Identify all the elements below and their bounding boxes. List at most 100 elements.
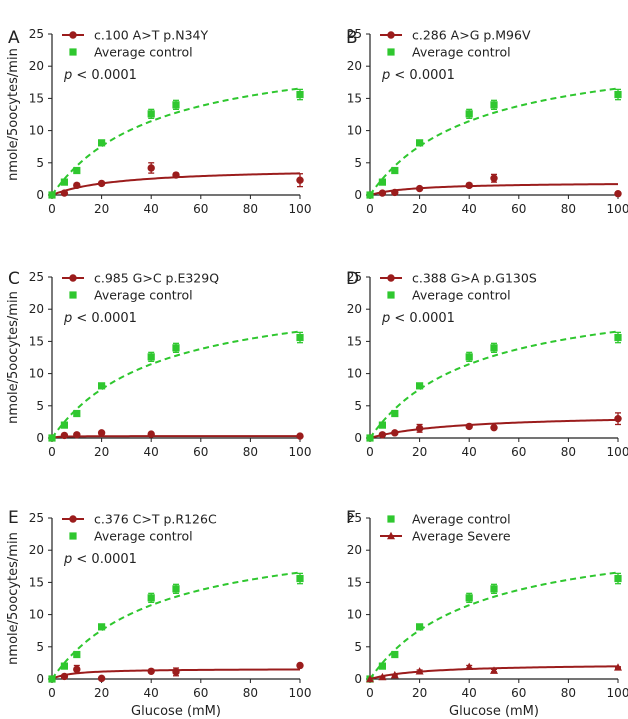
y-tick-label: 0 [36,188,44,202]
fit-curve [369,418,619,439]
data-point [366,191,374,199]
data-point [60,178,68,186]
y-tick-label: 5 [36,399,44,413]
data-point [147,353,155,361]
fit-curve [369,330,619,439]
x-tick-label: 20 [412,445,427,459]
data-point [97,179,106,188]
data-point [490,344,498,352]
legend-label: c.286 A>G p.M96V [412,28,531,43]
legend-label: c.985 G>C p.E329Q [94,271,219,286]
x-tick-label: 40 [144,202,159,216]
x-tick-label: 80 [243,686,258,700]
y-tick-label: 10 [347,124,362,138]
series-0 [48,429,304,442]
legend-marker [69,31,77,39]
data-point [73,181,81,190]
y-tick-label: 0 [36,672,44,686]
x-tick-label: 20 [94,445,109,459]
data-point [147,164,155,172]
data-point [296,574,304,583]
legend-marker [69,515,77,523]
series-1 [366,662,622,683]
panel-c: C 0 20 40 60 80 100 0 5 10 15 20 25 nmole/5oocytes/mi… [6,269,311,459]
legend-label: Average Severe [412,529,511,544]
y-tick-label: 5 [354,399,362,413]
data-point [415,424,424,433]
x-tick-label: 100 [289,445,312,459]
legend-marker [69,532,77,540]
data-point [73,166,81,175]
panel-letter: E [8,508,19,528]
data-point [416,382,424,390]
y-tick-label: 25 [347,27,362,41]
data-point [172,101,180,109]
x-tick-label: 100 [289,202,312,216]
data-point [60,421,68,429]
fit-curve [51,571,301,680]
legend-marker [69,291,77,299]
data-point [172,668,180,676]
y-tick-label: 10 [29,124,44,138]
data-point [416,623,424,631]
data-point [465,594,473,602]
x-tick-label: 0 [48,445,56,459]
data-point [378,178,386,186]
data-point [172,171,180,179]
panel-d: D 0 20 40 60 80 100 0 5 10 15 20 25 c.388 G>A p.G130S… [346,269,628,459]
data-point [614,663,622,671]
data-point [48,675,56,683]
legend-label: c.388 G>A p.G130S [412,271,537,286]
data-point [614,190,622,198]
data-point [614,574,622,583]
y-tick-label: 25 [347,511,362,525]
data-point [490,585,498,593]
panel-a: A 0 20 40 60 80 100 0 5 10 15 20 25 nmole/5oocytes/mi… [6,27,311,216]
y-tick-label: 15 [347,575,362,589]
x-tick-label: 40 [462,445,477,459]
series-0 [366,412,622,442]
y-tick-label: 10 [347,608,362,622]
y-tick-label: 15 [29,334,44,348]
x-tick-label: 100 [289,686,312,700]
data-point [296,333,304,342]
data-point [416,139,424,147]
data-point [296,90,304,99]
data-point [60,672,69,681]
y-tick-label: 25 [347,270,362,284]
data-point [465,353,473,361]
data-point [147,594,155,602]
x-axis-title: Glucose (mM) [131,704,221,719]
data-point [391,429,399,437]
data-point [98,623,106,631]
x-tick-label: 0 [366,686,374,700]
y-tick-label: 20 [29,543,44,557]
data-point [366,674,374,683]
fit-curve [51,435,300,439]
data-point [48,434,56,442]
y-tick-label: 5 [354,156,362,170]
legend-label: Average control [412,288,511,303]
y-tick-label: 5 [36,640,44,654]
y-tick-label: 20 [347,543,362,557]
legend-label: c.376 C>T p.R126C [94,512,217,527]
y-axis-title: nmole/5oocytes/min [6,532,21,665]
series-1 [48,330,304,442]
fit-curve [369,571,619,680]
data-point [490,174,498,182]
y-tick-label: 25 [29,511,44,525]
panel-letter: F [346,508,356,528]
y-tick-label: 15 [347,91,362,105]
x-tick-label: 80 [561,202,576,216]
legend-marker [387,31,395,39]
fit-curve [51,330,301,439]
x-tick-label: 60 [193,445,208,459]
fit-curve [369,183,619,196]
series-1 [48,571,304,683]
series-1 [48,87,304,199]
data-point [378,662,386,670]
x-tick-label: 40 [462,686,477,700]
data-point [465,110,473,118]
y-tick-label: 5 [354,640,362,654]
